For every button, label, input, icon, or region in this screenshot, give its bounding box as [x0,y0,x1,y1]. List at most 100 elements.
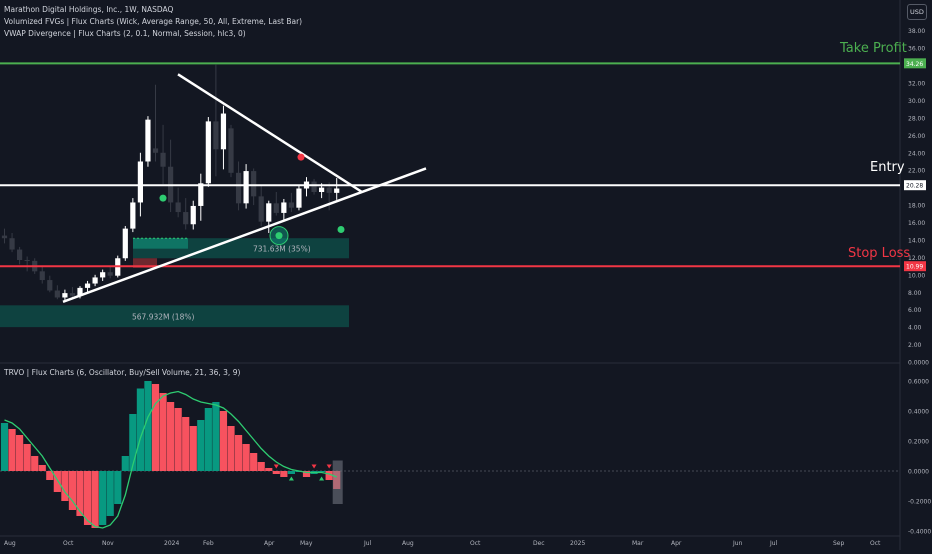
time-tick-label: Jul [769,540,778,547]
price-tick-label: 16.00 [908,220,925,227]
price-tick-label: 30.00 [908,98,925,105]
candle-body [130,202,136,229]
oscillator-legend[interactable]: TRVO | Flux Charts (6, Oscillator, Buy/S… [4,368,241,377]
osc-bar [91,471,99,528]
candle-body [251,171,257,197]
candle-body [266,203,272,222]
osc-bar [53,471,61,492]
candle-body [311,181,317,192]
entry-label: Entry [870,160,905,175]
price-tick-label: 8.00 [908,290,922,297]
indicator-vwap-legend[interactable]: VWAP Divergence | Flux Charts (2, 0.1, N… [4,29,246,38]
candle-body [213,121,219,150]
osc-divergence-marker [273,464,279,469]
candle-body [145,119,151,162]
candle-body [326,187,332,193]
time-tick-label: Oct [870,540,881,547]
time-tick-label: Aug [402,540,414,547]
ascending-trendline [62,167,427,304]
price-tick-label: 22.00 [908,168,925,175]
osc-tick-label: 0.0000 [908,469,929,476]
bullish-signal-dot [159,194,167,202]
entry-price-tag [904,180,926,191]
time-tick-label: Dec [533,540,545,547]
osc-bar [242,444,250,471]
candle-body [334,188,340,193]
candle-body [122,228,128,259]
price-tick-label: 10.00 [908,272,925,279]
osc-tick-label: -0.2000 [908,499,931,506]
osc-signal-line [4,390,337,529]
osc-bar [302,471,311,477]
candle-body [258,196,264,222]
osc-last-bar-highlight [332,460,343,504]
price-tick-label: 26.00 [908,133,925,140]
zone-layer: 731.63M (35%) 567.932M (18%) [0,237,349,328]
time-tick-label: Aug [4,540,16,547]
osc-bar [0,423,9,471]
volume-zone-lower-label: 567.932M (18%) [132,313,194,322]
osc-bar [250,453,258,471]
currency-button[interactable]: USD [907,4,927,20]
osc-bar [144,381,152,471]
osc-bar [265,468,273,471]
stop-loss-price-text: 10.99 [906,264,923,271]
osc-bar [287,471,295,474]
osc-bar [121,456,129,471]
osc-divergence-marker [319,476,325,481]
osc-bar [76,471,84,516]
take-profit-price-tag [904,58,926,69]
candle-body [62,293,68,298]
time-tick-label: Oct [470,540,481,547]
osc-layer [0,381,900,529]
osc-bar [46,471,54,480]
osc-bar [31,456,39,471]
osc-bar [219,411,228,471]
candle-body [107,272,113,276]
descending-trendline [177,73,363,194]
price-tick-label: 38.00 [908,28,925,35]
candle-body [183,212,189,225]
time-tick-label: Mar [632,540,644,547]
price-tick-label: 14.00 [908,237,925,244]
candle-body [9,238,15,250]
time-tick-label: Jun [732,540,743,547]
osc-bar [8,429,16,471]
indicator-fvg-legend[interactable]: Volumized FVGs | Flux Charts (Wick, Aver… [4,17,303,26]
price-tick-label: 4.00 [908,325,922,332]
volume-zone-lower [0,305,349,328]
candle-layer [1,64,340,301]
osc-divergence-marker [311,464,317,469]
candle-body [296,188,302,208]
candle-body [1,235,8,239]
candle-body [288,202,294,208]
osc-bar [151,384,160,471]
candle-body [137,161,143,203]
osc-tick-label: -0.4000 [908,529,931,536]
osc-tick-label: 0.2000 [908,439,929,446]
axis-layer: 38.0036.0034.0032.0030.0028.0026.0024.00… [4,28,931,547]
candle-body [92,277,98,284]
osc-bar [204,408,212,471]
candle-body [228,128,234,173]
osc-bar [189,426,197,471]
candle-body [175,202,181,213]
osc-divergence-marker [288,476,294,481]
osc-bar [16,435,24,471]
volume-zone-sell [133,258,157,268]
time-tick-label: Sep [833,540,845,547]
candle-body [47,280,53,291]
osc-bar [114,471,122,504]
osc-bar [234,435,243,471]
bullish-signal-dot [337,225,345,233]
time-tick-label: Apr [264,540,275,547]
candle-body [160,152,166,167]
candle-body [319,187,325,192]
candle-body [84,283,91,288]
osc-bar [257,462,265,471]
take-profit-price-text: 34.26 [906,61,923,68]
time-tick-label: May [300,540,313,547]
volume-zone-buy [133,238,188,249]
